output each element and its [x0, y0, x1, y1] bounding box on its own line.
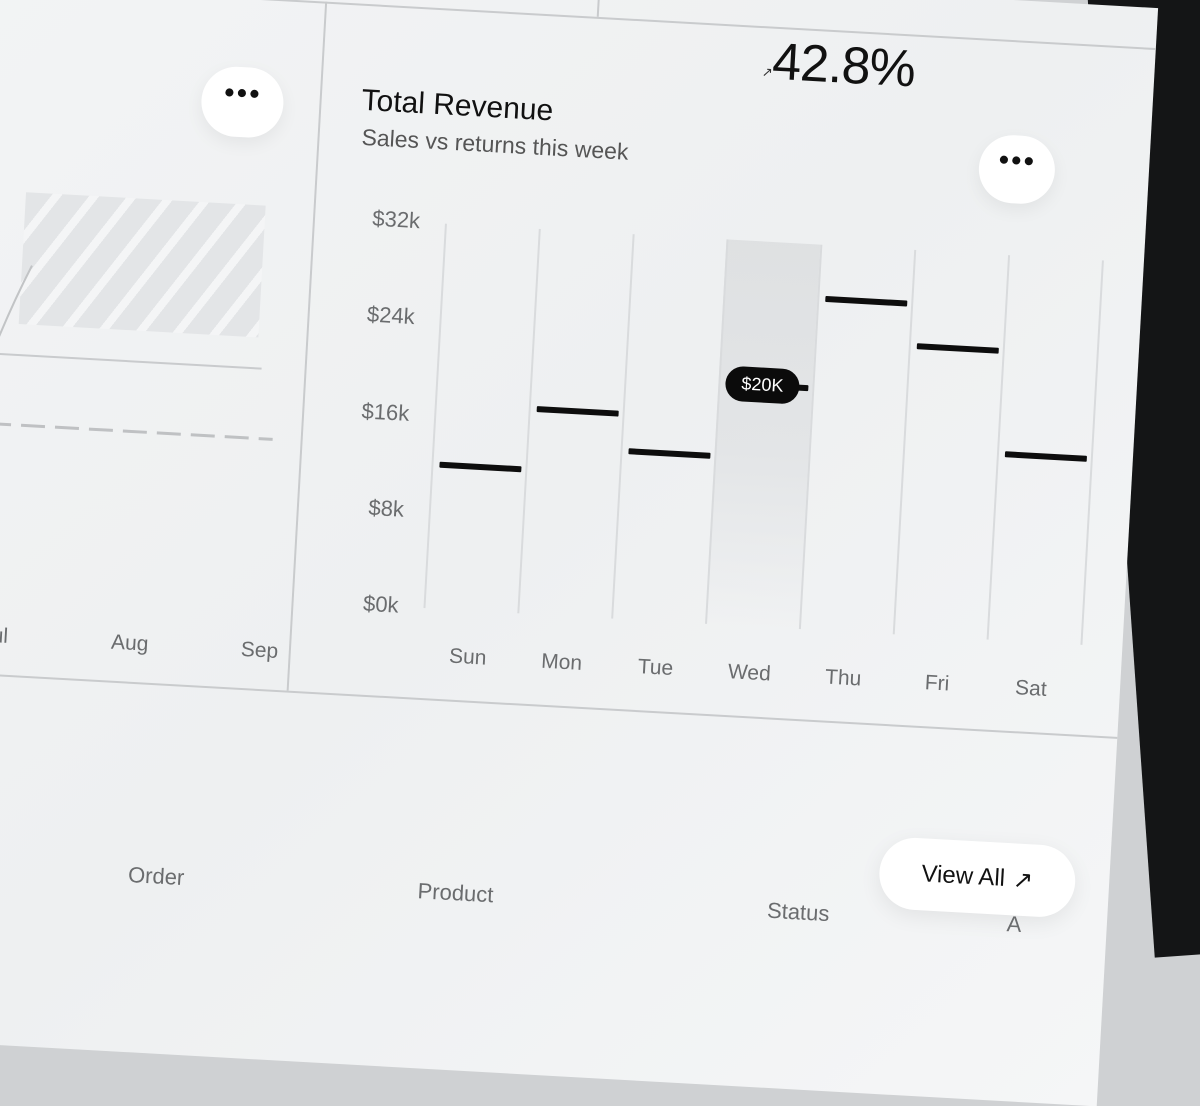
revenue-bar-tue[interactable] — [628, 447, 711, 459]
left-chart-lines — [0, 265, 273, 472]
month-label: Aug — [110, 630, 150, 656]
column-header-product[interactable]: Product — [416, 878, 495, 908]
dashboard-screen: ↗ 42.8% ••• Jul Aug Sep Total Revenue Sa… — [0, 0, 1159, 1106]
column-gridline — [892, 249, 917, 635]
revenue-bar-thu[interactable] — [825, 296, 908, 307]
y-tick-label: $24k — [366, 301, 416, 330]
kpi-value: 42.8% — [770, 32, 917, 99]
revenue-bar-sun[interactable] — [439, 461, 522, 472]
x-tick-label: Sat — [1014, 676, 1048, 701]
y-tick-label: $0k — [362, 590, 400, 618]
view-all-button[interactable]: View All ↗ — [877, 835, 1078, 919]
value-tooltip: $20K — [724, 365, 801, 406]
revenue-more-button[interactable]: ••• — [977, 133, 1057, 206]
column-gridline — [423, 223, 447, 609]
column-gridline — [986, 255, 1011, 640]
x-tick-label: Wed — [727, 660, 772, 686]
month-label: Sep — [240, 637, 279, 663]
view-all-label: View All — [920, 860, 1006, 892]
x-tick-label: Fri — [924, 671, 950, 696]
month-label: Jul — [0, 623, 9, 648]
y-tick-label: $16k — [360, 397, 411, 426]
y-tick-label: $32k — [371, 205, 421, 234]
ellipsis-icon: ••• — [223, 76, 263, 112]
column-gridline — [1080, 260, 1104, 645]
top-divider — [0, 0, 1159, 55]
column-gridline — [611, 234, 635, 619]
lower-divider — [0, 668, 1159, 744]
x-tick-label: Mon — [540, 649, 583, 675]
revenue-subtitle: Sales vs returns this week — [360, 123, 630, 165]
revenue-bar-fri[interactable] — [916, 343, 999, 354]
x-tick-label: Thu — [824, 665, 862, 691]
arrow-up-right-icon: ↗ — [1012, 865, 1034, 894]
column-gridline — [517, 228, 541, 614]
column-header-status[interactable]: Status — [766, 897, 831, 927]
revenue-bar-sat[interactable] — [1004, 450, 1088, 462]
y-tick-label: $8k — [367, 494, 405, 522]
column-header-amount[interactable]: A — [1006, 911, 1023, 937]
x-tick-label: Tue — [637, 655, 674, 681]
column-header-order[interactable]: Order — [127, 861, 185, 891]
revenue-bar-mon[interactable] — [536, 406, 619, 418]
left-card-more-button[interactable]: ••• — [199, 64, 286, 140]
x-tick-label: Sun — [448, 644, 488, 670]
ellipsis-icon: ••• — [997, 143, 1037, 179]
revenue-chart — [0, 0, 1158, 8]
revenue-title: Total Revenue — [360, 83, 555, 128]
kpi-divider — [596, 0, 604, 17]
